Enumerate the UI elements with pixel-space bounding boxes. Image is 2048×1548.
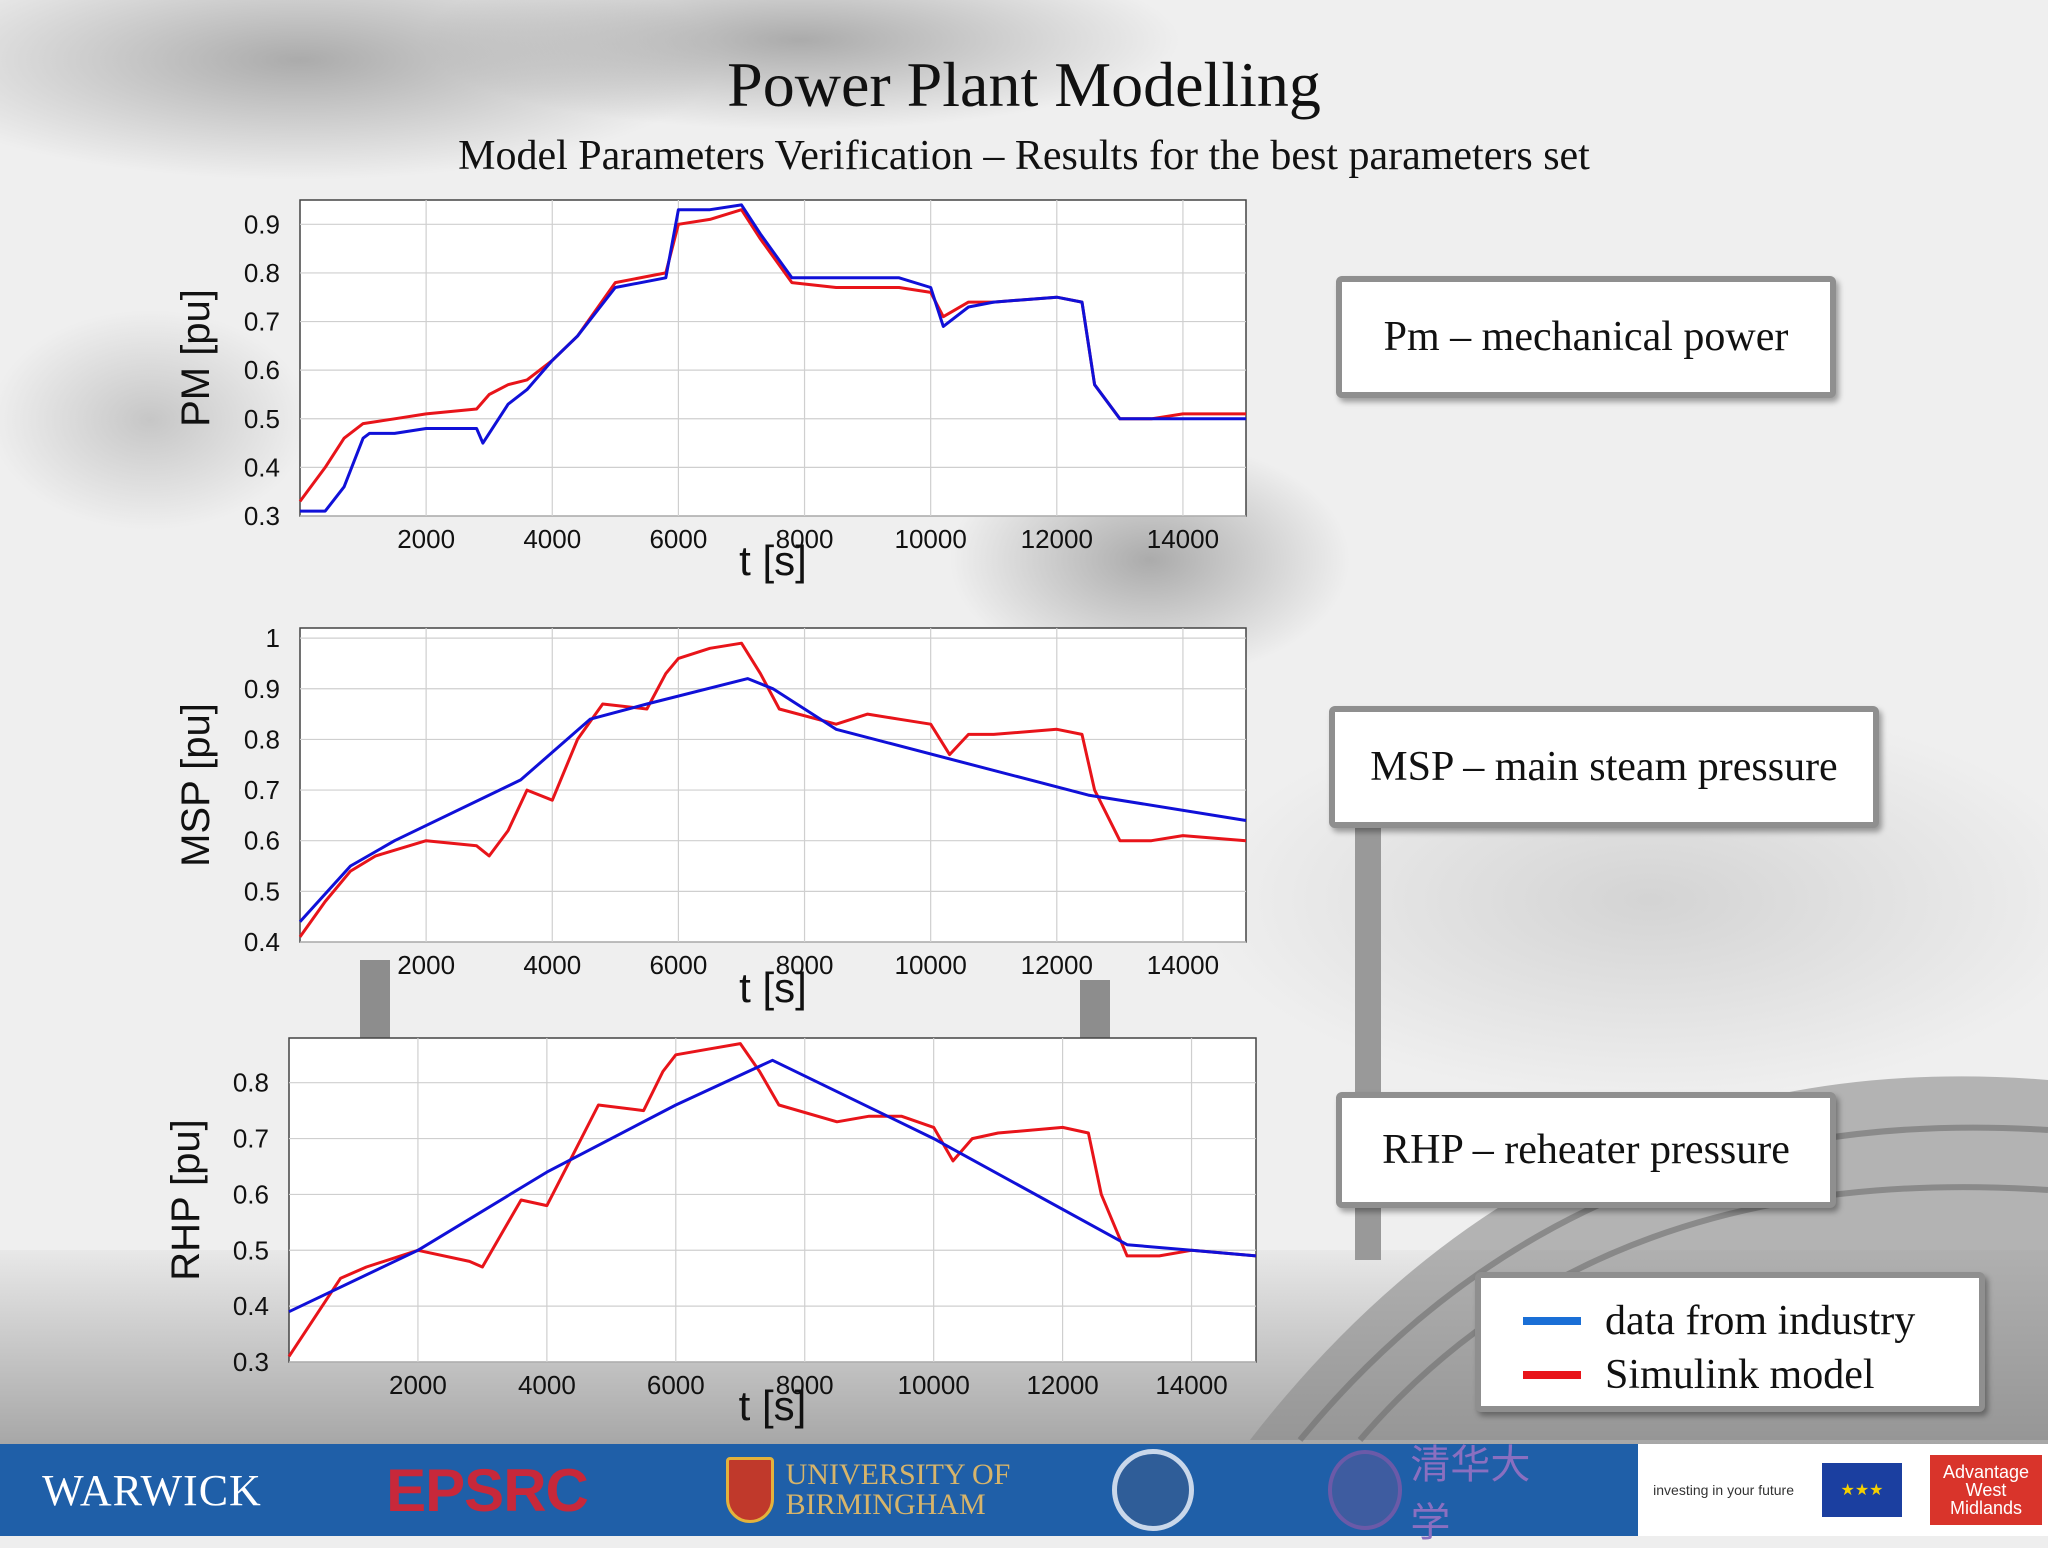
rhp-plot-area [288, 1037, 1257, 1363]
pm-x-axis-label: t [s] [739, 537, 807, 584]
msp-x-tick-label: 2000 [397, 950, 455, 980]
msp-x-tick-label: 10000 [895, 950, 967, 980]
legend-label-simulink: Simulink model [1605, 1352, 1875, 1398]
rhp-x-tick-label: 6000 [647, 1370, 705, 1400]
rhp-industry-series-line [288, 1058, 1257, 1314]
rhp-y-tick-label: 0.5 [233, 1235, 269, 1265]
warwick-logo: WARWICK [22, 1444, 282, 1536]
msp-description-box: MSP – main steam pressure [1329, 706, 1879, 828]
msp-x-tick-label: 4000 [523, 950, 581, 980]
msp-y-tick-label: 1 [266, 623, 280, 653]
msp-y-tick-label: 0.8 [244, 724, 280, 754]
rhp-x-axis-label: t [s] [739, 1382, 807, 1429]
rhp-y-axis-label: RHP [pu] [164, 1119, 208, 1281]
funding-logos: investing in your future ★★★ Advantage W… [1638, 1444, 2048, 1536]
pm-y-tick-label: 0.3 [244, 501, 280, 531]
msp-simulink-series-line [298, 641, 1247, 938]
pm-y-tick-label: 0.4 [244, 452, 280, 482]
university-seal-logo [1108, 1444, 1198, 1536]
tsinghua-seal-icon [1328, 1450, 1403, 1530]
rhp-y-tick-label: 0.4 [233, 1291, 269, 1321]
page-title: Power Plant Modelling [727, 49, 1321, 120]
tsinghua-logo: 清华大学 [1328, 1442, 1558, 1545]
rhp-simulink-series-line [287, 1042, 1257, 1358]
rhp-y-tick-label: 0.8 [233, 1068, 269, 1098]
msp-y-tick-label: 0.5 [244, 876, 280, 906]
pm-industry-series-line [300, 203, 1246, 513]
pm-x-tick-label: 4000 [523, 524, 581, 554]
msp-x-axis-label: t [s] [739, 964, 807, 1011]
epsrc-logo: EPSRC [382, 1444, 592, 1536]
legend-item-industry: data from industry [1523, 1296, 1915, 1346]
rhp-x-tick-label: 14000 [1155, 1370, 1227, 1400]
legend-swatch-simulink [1523, 1371, 1581, 1379]
university-seal-icon [1112, 1449, 1194, 1531]
msp-x-tick-label: 12000 [1021, 950, 1093, 980]
legend: data from industry Simulink model [1475, 1272, 1985, 1412]
pm-x-tick-label: 6000 [649, 524, 707, 554]
pm-y-tick-label: 0.7 [244, 307, 280, 337]
msp-industry-series-line [298, 677, 1247, 923]
rhp-y-tick-label: 0.6 [233, 1179, 269, 1209]
pm-y-tick-label: 0.8 [244, 258, 280, 288]
warwick-logo-text: WARWICK [42, 1465, 262, 1515]
msp-y-tick-label: 0.9 [244, 674, 280, 704]
tsinghua-logo-text: 清华大学 [1410, 1442, 1531, 1545]
rhp-x-tick-label: 8000 [776, 1370, 834, 1400]
msp-x-tick-label: 8000 [776, 950, 834, 980]
msp-y-tick-label: 0.7 [244, 775, 280, 805]
legend-item-simulink: Simulink model [1523, 1350, 1875, 1400]
rhp-x-tick-label: 10000 [898, 1370, 970, 1400]
msp-x-tick-label: 6000 [649, 950, 707, 980]
pm-y-tick-label: 0.9 [244, 209, 280, 239]
pm-x-tick-label: 10000 [895, 524, 967, 554]
advantage-logo: Advantage West Midlands [1930, 1455, 2042, 1525]
epsrc-logo-text: EPSRC [386, 1456, 589, 1524]
pm-y-axis-label: PM [pu] [174, 289, 218, 427]
rhp-x-tick-label: 2000 [389, 1370, 447, 1400]
eu-funding-text: investing in your future [1653, 1482, 1794, 1498]
pm-y-tick-label: 0.5 [244, 404, 280, 434]
birmingham-logo: UNIVERSITY OF BIRMINGHAM [718, 1444, 1018, 1536]
msp-y-axis-label: MSP [pu] [174, 703, 218, 867]
rhp-description-box: RHP – reheater pressure [1336, 1092, 1836, 1208]
birmingham-crest-icon [725, 1457, 774, 1523]
msp-y-tick-label: 0.4 [244, 927, 280, 957]
msp-x-tick-label: 14000 [1147, 950, 1219, 980]
birmingham-logo-text: UNIVERSITY OF BIRMINGHAM [785, 1458, 1011, 1521]
legend-swatch-industry [1523, 1317, 1581, 1325]
msp-y-tick-label: 0.6 [244, 826, 280, 856]
pm-x-tick-label: 8000 [776, 524, 834, 554]
rhp-x-tick-label: 4000 [518, 1370, 576, 1400]
pm-x-tick-label: 2000 [397, 524, 455, 554]
rhp-y-tick-label: 0.7 [233, 1124, 269, 1154]
pm-x-tick-label: 14000 [1147, 524, 1219, 554]
rhp-x-tick-label: 12000 [1026, 1370, 1098, 1400]
pm-y-tick-label: 0.6 [244, 355, 280, 385]
rhp-y-tick-label: 0.3 [233, 1347, 269, 1377]
legend-label-industry: data from industry [1605, 1298, 1916, 1344]
pm-description-box: Pm – mechanical power [1336, 276, 1836, 398]
eu-flag-icon: ★★★ [1822, 1463, 1902, 1517]
page-subtitle: Model Parameters Verification – Results … [458, 133, 1590, 179]
msp-plot-area [299, 627, 1247, 943]
pm-x-tick-label: 12000 [1021, 524, 1093, 554]
